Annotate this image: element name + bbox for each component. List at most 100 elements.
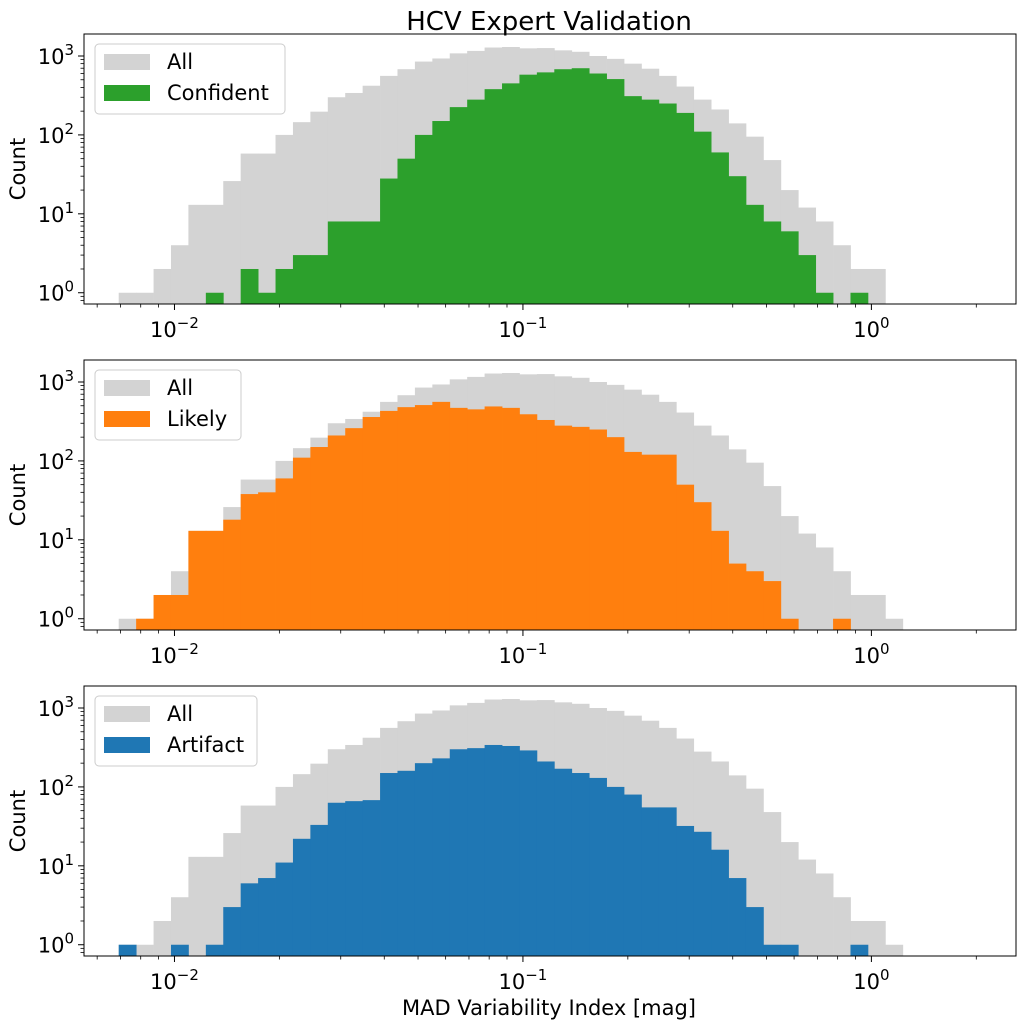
bar-confident [467,99,485,304]
bar-all [223,181,242,304]
figure-title: HCV Expert Validation [406,7,692,37]
legend-label: Likely [167,407,227,431]
bar-likely [467,409,485,630]
bar-all [833,571,851,630]
bar-likely [345,428,364,630]
legend-label: Artifact [167,733,244,757]
bar-confident [327,221,346,304]
bar-likely [606,437,625,630]
bar-all [815,547,834,630]
bar-likely [362,417,381,630]
bar-artifact [623,794,642,956]
bar-likely [310,447,329,630]
bar-confident [240,268,259,304]
bar-artifact [554,768,573,956]
bar-likely [763,581,782,630]
bar-all [205,204,224,304]
bar-confident [536,72,555,304]
y-tick-label: 103 [38,41,74,69]
bar-artifact [292,838,311,956]
bar-likely [711,530,729,630]
bar-artifact [763,944,782,956]
bar-all [258,153,276,304]
y-tick-label: 101 [38,525,74,553]
bar-artifact [780,944,799,956]
bar-likely [205,530,224,630]
bar-all [798,859,817,956]
bar-artifact [502,745,520,956]
bar-likely [745,571,764,630]
bar-confident [798,255,817,304]
bar-likely [153,594,172,630]
bar-confident [397,158,416,304]
bar-artifact [693,831,712,956]
bar-all [118,292,137,304]
bar-artifact [380,773,398,956]
bar-likely [502,407,520,630]
legend-swatch [104,380,150,396]
bar-all [867,268,886,304]
bar-confident [623,96,642,304]
bar-artifact [118,944,137,956]
bar-confident [449,107,468,305]
bar-likely [728,563,747,630]
x-axis-label: MAD Variability Index [mag] [402,996,696,1020]
bar-confident [414,134,433,304]
bar-all [763,812,782,956]
bar-confident [519,74,538,304]
bar-artifact [205,944,224,956]
bar-likely [693,502,712,630]
bar-likely [170,594,189,630]
bar-likely [589,429,607,630]
bar-confident [780,231,799,304]
x-tick-label: 100 [853,966,889,994]
bar-confident [310,255,329,304]
bar-confident [345,221,364,304]
bar-likely [414,405,433,630]
legend-swatch [104,85,150,101]
bar-confident [711,152,729,304]
bar-all [170,897,189,956]
bar-likely [397,407,416,630]
legend-label: Confident [167,81,269,105]
bar-likely [641,454,660,630]
bar-artifact [397,770,416,956]
y-tick-label: 101 [38,851,74,879]
bar-confident [641,99,660,304]
legend: All Confident [94,43,286,115]
bar-confident [763,221,782,304]
bar-confident [693,131,712,304]
bar-confident [292,255,311,304]
bar-artifact [449,749,468,956]
bar-artifact [414,763,433,956]
plot-frame [83,359,1017,631]
bar-artifact [258,878,276,956]
bar-all [780,842,799,956]
bar-artifact [745,907,764,956]
bar-artifact [484,744,503,956]
bar-all [136,944,154,956]
bar-all [188,856,207,956]
bar-artifact [432,758,451,956]
bar-confident [658,103,677,304]
legend-swatch [104,54,150,70]
bar-confident [258,292,276,304]
y-tick-label: 100 [38,930,74,958]
series-artifact [118,744,869,956]
bar-confident [815,292,834,304]
bar-likely [536,419,555,630]
bar-all [205,856,224,956]
series-likely [136,401,851,630]
bar-artifact [711,849,729,956]
plot-frame [83,685,1017,957]
bar-likely [519,414,538,630]
bar-likely [554,425,573,630]
bar-likely [484,406,503,630]
bar-artifact [467,748,485,956]
bar-likely [449,407,468,630]
y-tick-label: 103 [38,367,74,395]
bar-artifact [728,878,747,956]
bar-likely [780,618,799,630]
bar-all [136,292,154,304]
bar-all [275,134,294,304]
